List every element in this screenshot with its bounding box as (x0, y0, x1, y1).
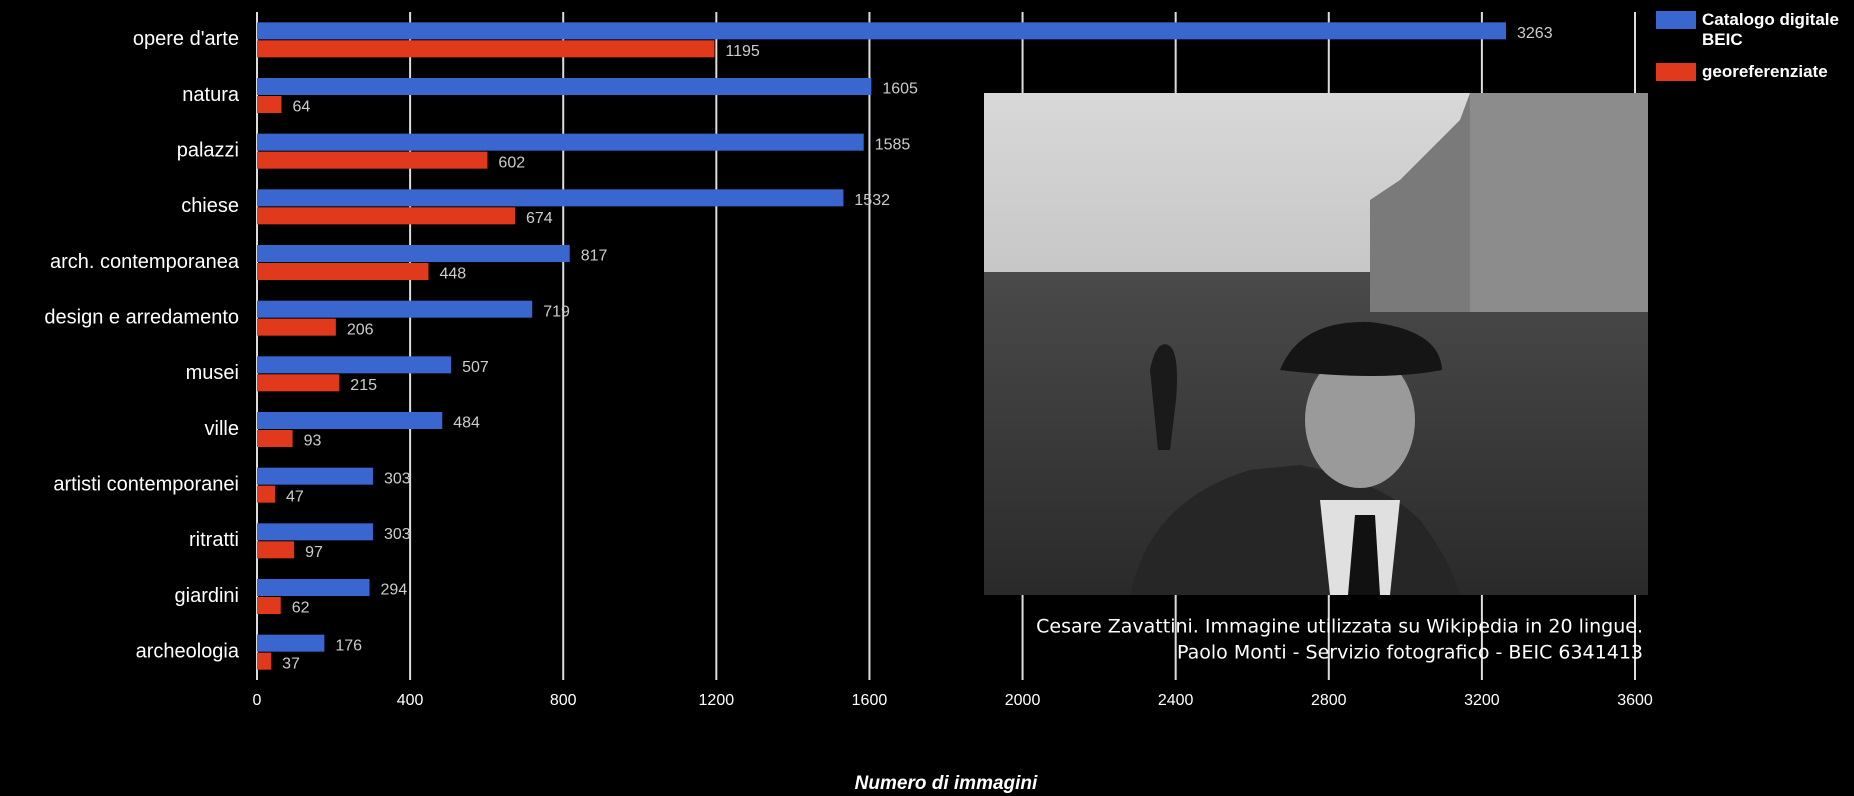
y-tick-label: arch. contemporanea (50, 251, 240, 273)
bar (257, 485, 275, 503)
y-tick-label: opere d'arte (133, 28, 239, 50)
value-label: 1605 (882, 81, 918, 98)
value-label: 62 (292, 600, 310, 617)
photo: Cesare Zavattini. Immagine utilizzata su… (984, 93, 1648, 664)
bar (257, 96, 282, 113)
value-label: 303 (384, 470, 411, 487)
value-label: 303 (384, 526, 411, 543)
legend-label: Catalogo digitale BEIC (1702, 10, 1839, 49)
value-label: 1532 (854, 192, 890, 209)
value-label: 206 (347, 321, 374, 338)
bar (257, 189, 844, 207)
bar (257, 207, 515, 225)
y-tick-label: chiese (181, 195, 239, 217)
x-tick-label: 0 (253, 692, 262, 709)
y-tick-label: giardini (175, 585, 239, 607)
bar (257, 597, 281, 614)
value-label: 602 (498, 154, 525, 171)
value-label: 176 (335, 637, 362, 654)
value-label: 64 (292, 99, 310, 116)
bar (257, 652, 272, 670)
value-label: 3263 (1517, 25, 1553, 42)
bar (257, 78, 872, 95)
bar (257, 374, 340, 392)
bar (257, 634, 325, 652)
bar (257, 22, 1507, 40)
legend-label: georeferenziate (1702, 62, 1828, 81)
x-tick-label: 1200 (699, 692, 735, 709)
bar (257, 263, 429, 280)
bar (257, 318, 336, 336)
bar (257, 412, 443, 429)
x-tick-label: 2000 (1005, 692, 1041, 709)
caption: Cesare Zavattini. Immagine utilizzata su… (1036, 616, 1643, 638)
value-label: 215 (350, 377, 377, 394)
x-tick-label: 2800 (1311, 692, 1347, 709)
x-tick-label: 1600 (852, 692, 888, 709)
value-label: 674 (526, 210, 553, 227)
x-tick-label: 2400 (1158, 692, 1194, 709)
bar (257, 245, 570, 262)
value-label: 507 (462, 359, 489, 376)
bar (257, 467, 373, 485)
y-tick-label: artisti contemporanei (53, 473, 239, 495)
bar (257, 356, 452, 374)
x-axis-title: Numero di immagini (855, 773, 1038, 794)
legend-swatch (1656, 11, 1696, 29)
caption: Paolo Monti - Servizio fotografico - BEI… (1177, 642, 1643, 664)
value-label: 1585 (875, 136, 911, 153)
bar (257, 579, 370, 596)
y-tick-label: design e arredamento (44, 306, 239, 328)
legend-swatch (1656, 63, 1696, 81)
bar (257, 151, 488, 169)
bar (257, 40, 715, 58)
value-label: 294 (381, 582, 408, 599)
y-tick-label: palazzi (177, 139, 239, 161)
bar (257, 430, 293, 447)
y-tick-label: ville (205, 418, 239, 440)
x-tick-label: 400 (397, 692, 424, 709)
value-label: 47 (286, 488, 304, 505)
y-tick-label: musei (186, 362, 239, 384)
value-label: 484 (453, 415, 480, 432)
value-label: 97 (305, 544, 323, 561)
x-tick-label: 800 (550, 692, 577, 709)
value-label: 817 (581, 248, 608, 265)
bar (257, 133, 864, 151)
value-label: 448 (439, 266, 466, 283)
bar (257, 300, 533, 318)
value-label: 93 (304, 433, 322, 450)
value-label: 1195 (725, 43, 760, 60)
y-tick-label: ritratti (189, 529, 239, 551)
value-label: 719 (543, 303, 570, 320)
x-tick-label: 3200 (1464, 692, 1500, 709)
bar (257, 541, 295, 559)
bar (257, 523, 373, 541)
y-tick-label: natura (182, 84, 240, 106)
value-label: 37 (282, 655, 300, 672)
x-tick-label: 3600 (1617, 692, 1653, 709)
y-tick-label: archeologia (136, 640, 240, 662)
